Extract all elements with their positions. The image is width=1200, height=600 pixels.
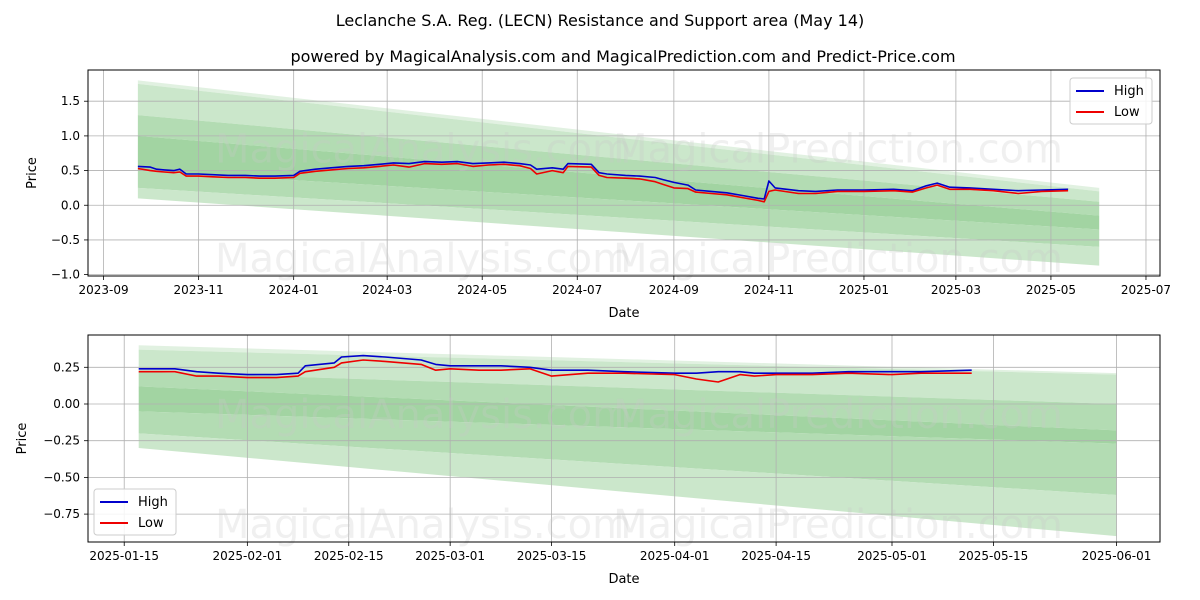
forecast-band: [137, 170, 1100, 247]
y-tick-label: 1.0: [61, 129, 80, 143]
y-axis-label: Price: [15, 423, 30, 455]
forecast-band: [137, 83, 1100, 202]
watermark-text: MagicalPrediction.com: [613, 502, 1063, 548]
y-tick-label: 0.00: [53, 397, 80, 411]
x-tick-label: 2025-04-01: [640, 549, 710, 563]
x-tick-label: 2023-09: [79, 283, 129, 297]
legend-label-high: High: [1114, 84, 1144, 99]
forecast-band: [138, 371, 1117, 431]
watermark-text: MagicalPrediction.com: [613, 236, 1063, 282]
x-tick-label: 2025-02-01: [212, 549, 282, 563]
y-tick-label: 1.5: [61, 94, 80, 108]
legend-label-high: High: [138, 495, 168, 510]
x-tick-label: 2025-03-15: [517, 549, 587, 563]
watermark-text: MagicalAnalysis.com: [215, 236, 631, 282]
x-tick-label: 2024-01: [269, 283, 319, 297]
x-tick-label: 2025-06-01: [1082, 549, 1152, 563]
forecast-band: [138, 411, 1117, 496]
y-tick-label: 0.25: [53, 360, 80, 374]
forecast-band: [138, 386, 1117, 444]
legend-label-low: Low: [1114, 105, 1140, 120]
x-tick-label: 2024-07: [552, 283, 602, 297]
x-tick-label: 2025-05: [1026, 283, 1076, 297]
top-panel: 2023-09 2023-11 2024-01 2024-03 2024-05 2024-…: [25, 69, 1171, 321]
x-axis-label: Date: [608, 306, 639, 321]
watermark-text: MagicalAnalysis.com: [215, 127, 631, 173]
chart-subtitle: powered by MagicalAnalysis.com and Magic…: [290, 47, 955, 66]
legend-label-low: Low: [138, 516, 164, 531]
series-line-low: [137, 162, 1069, 203]
legend: High Low: [93, 488, 177, 536]
x-tick-label: 2024-05: [457, 283, 507, 297]
y-tick-label: 0.5: [61, 164, 80, 178]
series-line-low: [138, 359, 972, 383]
plot-frame: [87, 334, 1161, 543]
watermark-text: MagicalAnalysis.com: [215, 502, 631, 548]
watermark-text: MagicalPrediction.com: [613, 127, 1063, 173]
y-axis-label: Price: [25, 157, 40, 189]
legend: High Low: [1069, 77, 1153, 125]
y-tick-label: −0.25: [43, 434, 80, 448]
x-tick-label: 2025-03: [931, 283, 981, 297]
plot-frame: [87, 69, 1161, 277]
y-tick-label: −0.5: [51, 233, 80, 247]
chart-title: Leclanche S.A. Reg. (LECN) Resistance an…: [336, 11, 865, 30]
x-tick-label: 2025-05-01: [857, 549, 927, 563]
x-tick-label: 2025-04-15: [741, 549, 811, 563]
forecast-band: [138, 349, 1117, 404]
x-tick-label: 2025-05-15: [959, 549, 1029, 563]
x-tick-label: 2024-09: [649, 283, 699, 297]
x-tick-label: 2024-11: [744, 283, 794, 297]
bottom-panel: 2025-01-15 2025-02-01 2025-02-15 2025-03-01…: [15, 334, 1161, 587]
x-axis-label: Date: [608, 572, 639, 587]
forecast-band: [138, 433, 1117, 537]
x-tick-label: 2025-02-15: [314, 549, 384, 563]
y-tick-label: −1.0: [51, 268, 80, 282]
forecast-band: [137, 135, 1100, 230]
y-tick-label: 0.0: [61, 198, 80, 212]
y-tick-label: −0.50: [43, 470, 80, 484]
series-line-high: [138, 354, 972, 376]
watermark-text: MagicalAnalysis.com: [215, 392, 631, 438]
x-tick-label: 2025-01: [839, 283, 889, 297]
x-tick-label: 2025-03-01: [415, 549, 485, 563]
watermark-text: MagicalPrediction.com: [613, 392, 1063, 438]
x-tick-label: 2025-01-15: [89, 549, 159, 563]
y-tick-label: −0.75: [43, 507, 80, 521]
series-line-high: [137, 160, 1069, 200]
forecast-band: [137, 187, 1100, 266]
x-tick-label: 2023-11: [174, 283, 224, 297]
x-tick-label: 2025-07: [1121, 283, 1171, 297]
x-tick-label: 2024-03: [362, 283, 412, 297]
